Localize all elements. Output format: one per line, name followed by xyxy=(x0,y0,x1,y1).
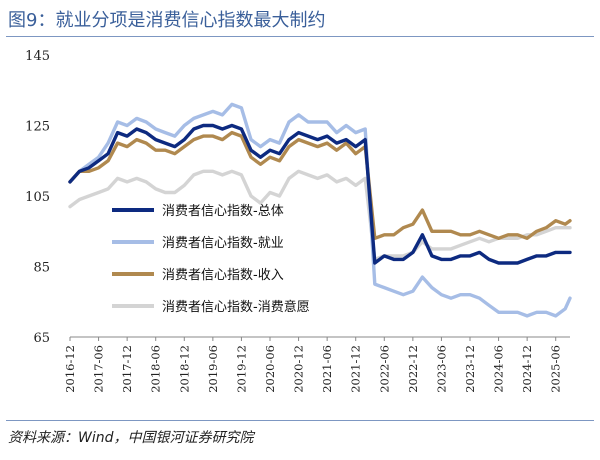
y-tick-label: 85 xyxy=(33,261,50,276)
series-line-3 xyxy=(68,130,572,240)
x-tick-label: 2019-06 xyxy=(206,345,220,393)
x-tick-label: 2023-06 xyxy=(434,345,448,393)
series-line-1 xyxy=(68,123,572,265)
series-line-2 xyxy=(68,102,572,318)
source-note: 资料来源：Wind，中国银河证券研究院 xyxy=(8,430,254,446)
x-tick-label: 2020-12 xyxy=(292,345,306,393)
figure-title: 图9：就业分项是消费信心指数最大制约 xyxy=(8,10,326,31)
legend-label: 消费者信心指数-收入 xyxy=(162,268,284,283)
x-tick-label: 2018-06 xyxy=(149,345,163,393)
x-tick-label: 2024-06 xyxy=(492,345,506,393)
series-lines xyxy=(68,102,572,318)
legend: 消费者信心指数-总体消费者信心指数-就业消费者信心指数-收入消费者信心指数-消费… xyxy=(112,204,310,315)
x-tick-label: 2020-06 xyxy=(263,345,277,393)
legend-label: 消费者信心指数-消费意愿 xyxy=(162,299,310,315)
y-axis: 65 85 105 125 145 xyxy=(25,49,50,346)
x-tick-label: 2022-12 xyxy=(406,345,420,393)
y-tick-label: 125 xyxy=(25,120,50,135)
x-tick-label: 2025-06 xyxy=(549,345,563,393)
x-tick-label: 2021-12 xyxy=(349,345,363,393)
x-tick-label: 2022-06 xyxy=(377,345,391,393)
x-tick-label: 2016-12 xyxy=(63,345,77,393)
x-tick-label: 2021-06 xyxy=(320,345,334,393)
x-tick-label: 2017-12 xyxy=(120,345,134,393)
source-divider xyxy=(6,420,594,421)
x-tick-label: 2017-06 xyxy=(92,345,106,393)
y-tick-label: 105 xyxy=(25,190,50,205)
legend-label: 消费者信心指数-就业 xyxy=(162,236,284,251)
title-divider xyxy=(6,36,594,37)
y-tick-label: 65 xyxy=(33,331,50,346)
x-tick-label: 2018-12 xyxy=(177,345,191,393)
x-axis: 2016-12 2017-06 2017-12 2018-06 2018-12 2019-… xyxy=(63,336,570,393)
x-tick-label: 2024-12 xyxy=(520,345,534,393)
x-tick-label: 2019-12 xyxy=(234,345,248,393)
series-line-4 xyxy=(68,169,572,262)
legend-label: 消费者信心指数-总体 xyxy=(162,204,284,219)
x-tick-label: 2023-12 xyxy=(463,345,477,393)
line-chart: 65 85 105 125 145 2016-12 2017-06 2017-12 2018-… xyxy=(25,49,572,393)
y-tick-label: 145 xyxy=(25,49,50,64)
